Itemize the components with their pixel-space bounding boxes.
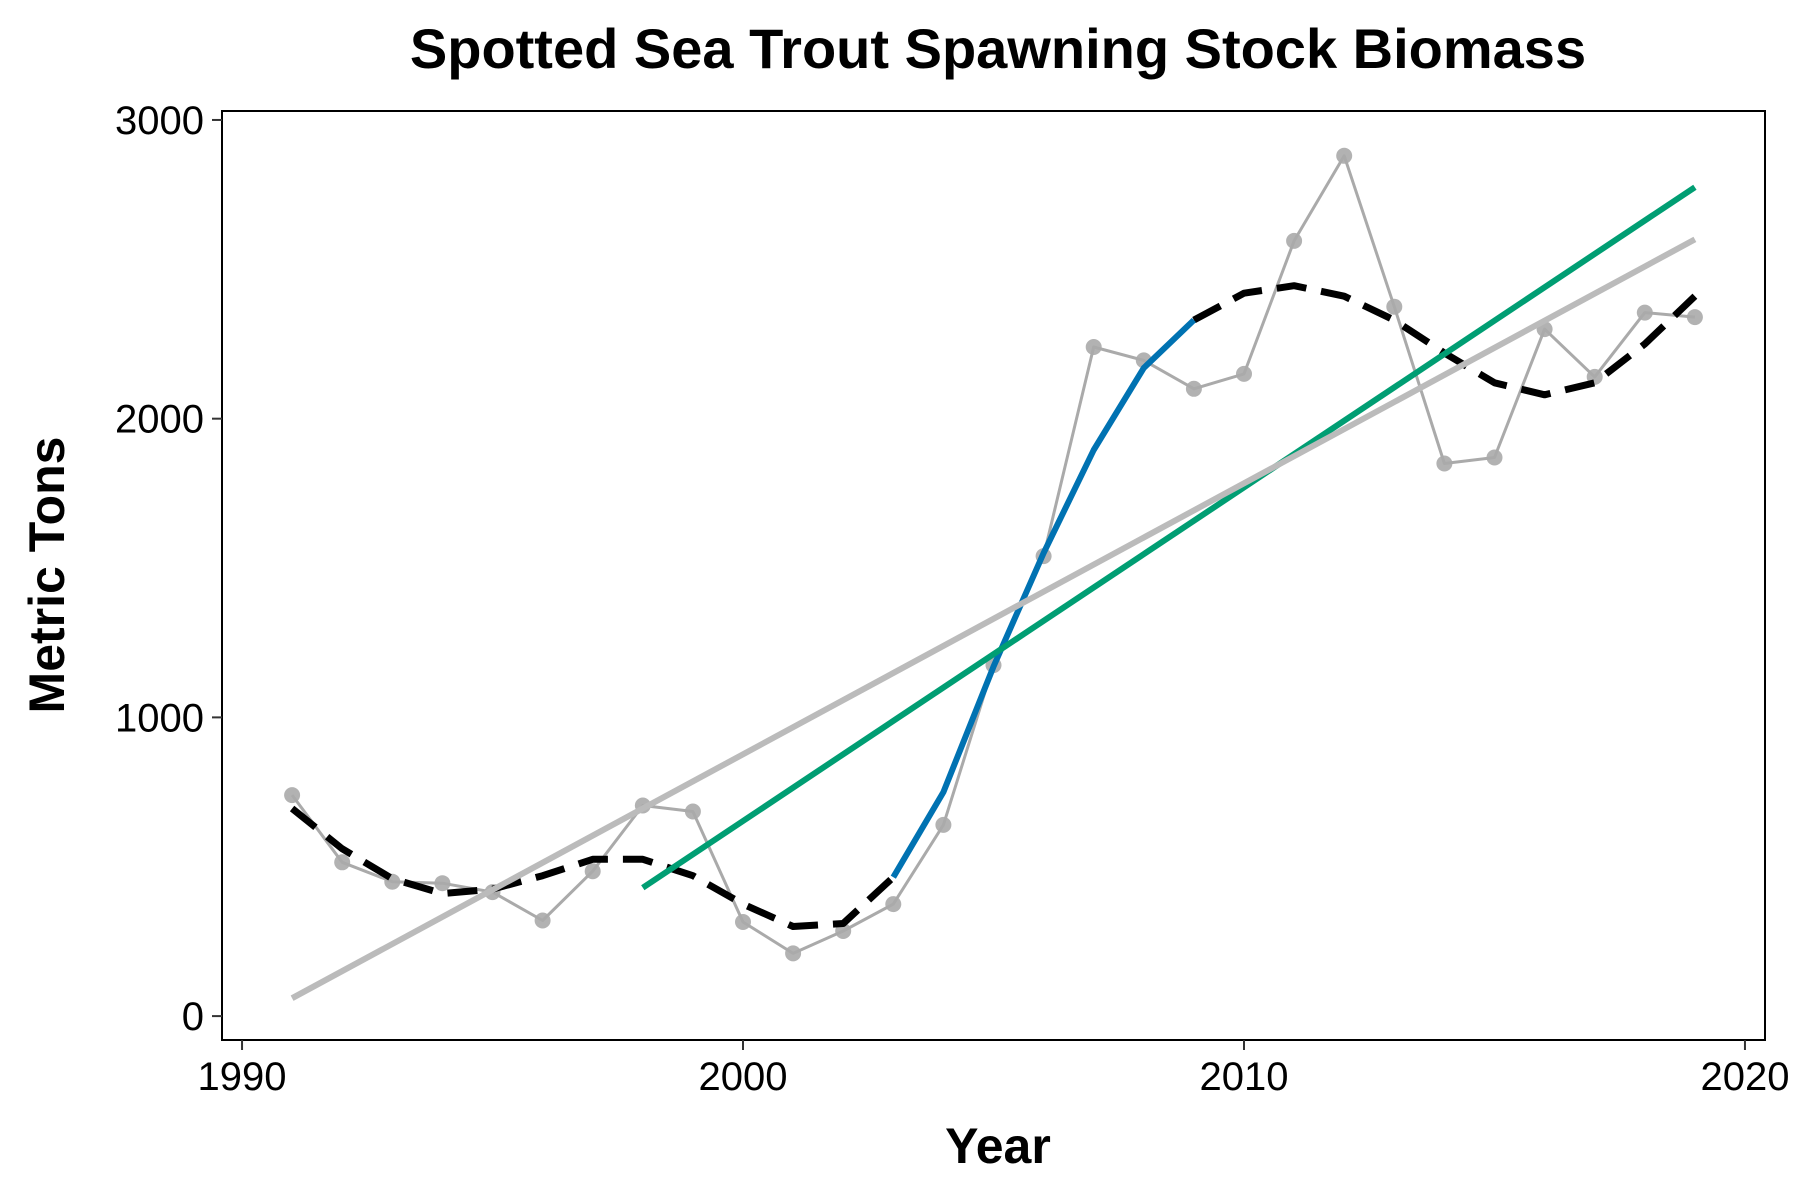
- data-point: [1085, 339, 1102, 355]
- y-axis-title: Metric Tons: [19, 437, 75, 714]
- data-point: [1386, 298, 1403, 315]
- plot-border: [221, 110, 1766, 1041]
- data-point: [334, 854, 351, 871]
- y-tick-label: 3000: [115, 99, 204, 143]
- y-tick-label: 2000: [115, 398, 204, 442]
- data-point: [1686, 309, 1703, 326]
- series-line-5: [290, 236, 1697, 1001]
- data-point: [684, 803, 701, 820]
- data-point: [785, 945, 802, 962]
- series-line-3: [890, 317, 1196, 879]
- data-point: [1336, 147, 1353, 164]
- x-axis-title: Year: [945, 1118, 1051, 1174]
- data-point: [584, 863, 601, 880]
- series-line-1: [289, 805, 896, 930]
- plot-area: [284, 147, 1703, 1001]
- data-point: [1636, 304, 1653, 321]
- data-point: [885, 896, 902, 913]
- series-line-4: [641, 184, 1697, 891]
- y-tick-label: 1000: [115, 696, 204, 740]
- data-point: [284, 787, 301, 804]
- data-point: [735, 914, 751, 930]
- data-point: [1236, 365, 1252, 382]
- data-point: [1286, 232, 1303, 249]
- y-tick-label: 0: [182, 995, 204, 1039]
- axes: 1990 2000 2010 2020 0 1000 2000 3000: [115, 99, 1789, 1099]
- data-point: [935, 816, 952, 833]
- data-point: [434, 875, 451, 892]
- x-tick-label: 2020: [1700, 1055, 1789, 1099]
- x-tick-label: 2000: [699, 1055, 788, 1099]
- data-point: [1486, 449, 1503, 466]
- data-point: [1185, 380, 1202, 397]
- data-point: [534, 912, 551, 929]
- data-point: [1436, 455, 1453, 472]
- chart-title: Spotted Sea Trout Spawning Stock Biomass: [410, 17, 1586, 80]
- x-tick-label: 1990: [198, 1055, 287, 1099]
- x-tick-label: 2010: [1199, 1055, 1288, 1099]
